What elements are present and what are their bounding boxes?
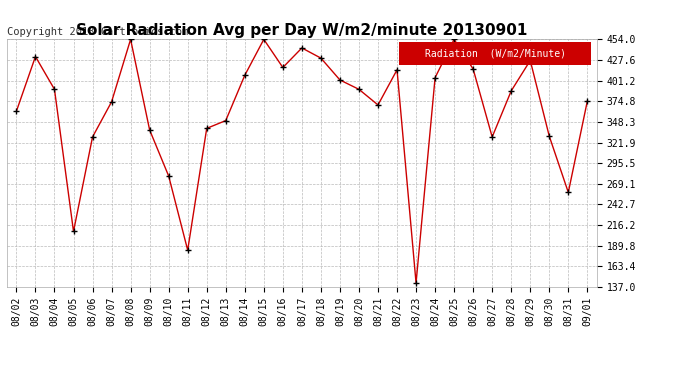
Text: Copyright 2013 Cartronics.com: Copyright 2013 Cartronics.com — [7, 27, 188, 37]
Title: Solar Radiation Avg per Day W/m2/minute 20130901: Solar Radiation Avg per Day W/m2/minute … — [76, 23, 528, 38]
FancyBboxPatch shape — [400, 42, 591, 65]
Text: Radiation  (W/m2/Minute): Radiation (W/m2/Minute) — [424, 49, 566, 58]
